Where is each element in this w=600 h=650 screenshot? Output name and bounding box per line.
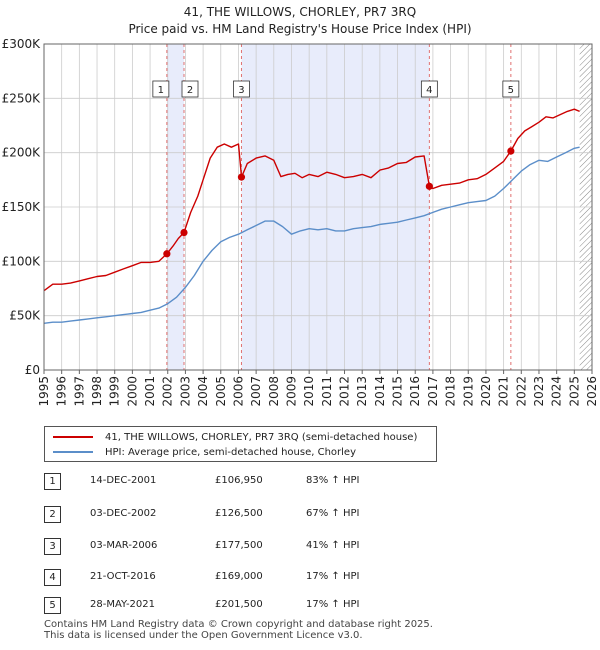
sale-price: £106,950 bbox=[215, 475, 263, 486]
x-tick-label: 2026 bbox=[585, 376, 599, 407]
sale-number-badge: 1 bbox=[44, 473, 61, 490]
sale-marker-label: 1 bbox=[158, 85, 164, 96]
x-tick-label: 2009 bbox=[284, 376, 298, 407]
title-line-2: Price paid vs. HM Land Registry's House … bbox=[128, 22, 472, 36]
x-tick-label: 2000 bbox=[125, 376, 139, 407]
sale-point bbox=[163, 250, 171, 258]
sale-marker-label: 3 bbox=[238, 85, 244, 96]
legend-label-hpi: HPI: Average price, semi-detached house,… bbox=[105, 446, 357, 458]
legend-item-hpi: HPI: Average price, semi-detached house,… bbox=[53, 445, 356, 459]
footer-copyright: Contains HM Land Registry data © Crown c… bbox=[44, 619, 433, 630]
sale-price: £201,500 bbox=[215, 599, 263, 610]
x-tick-label: 2008 bbox=[267, 376, 281, 407]
sale-point bbox=[507, 147, 515, 155]
sale-number-badge: 4 bbox=[44, 569, 61, 586]
sale-row: 4 21-OCT-2016 £169,000 17% ↑ HPI bbox=[44, 569, 384, 587]
y-tick-label: £50K bbox=[9, 309, 41, 323]
legend-item-price: 41, THE WILLOWS, CHORLEY, PR7 3RQ (semi-… bbox=[53, 430, 417, 444]
sale-row: 5 28-MAY-2021 £201,500 17% ↑ HPI bbox=[44, 597, 384, 615]
x-tick-label: 2025 bbox=[567, 376, 581, 407]
x-tick-label: 2004 bbox=[196, 376, 210, 407]
price-chart: 1 2 3 4 5 £0 £50K £100K £150K £200K £250K £300K 199… bbox=[2, 37, 599, 407]
x-tick-label: 1996 bbox=[55, 376, 69, 407]
sale-marker-box bbox=[152, 80, 170, 98]
y-tick-label: £200K bbox=[2, 146, 42, 160]
x-tick-label: 2010 bbox=[302, 376, 316, 407]
footer-licence: This data is licensed under the Open Gov… bbox=[44, 630, 363, 641]
sale-price: £126,500 bbox=[215, 508, 263, 519]
sale-marker-box bbox=[181, 80, 199, 98]
sale-hpi-change: 67% ↑ HPI bbox=[306, 508, 360, 519]
x-tick-label: 2021 bbox=[497, 376, 511, 407]
x-tick-label: 2024 bbox=[550, 376, 564, 407]
x-tick-label: 2002 bbox=[161, 376, 175, 407]
sale-marker-box bbox=[420, 80, 438, 98]
x-tick-label: 1995 bbox=[37, 376, 51, 407]
x-tick-label: 2001 bbox=[143, 376, 157, 407]
sale-date: 14-DEC-2001 bbox=[90, 475, 157, 486]
hpi-line bbox=[43, 146, 580, 324]
sale-point bbox=[180, 228, 188, 237]
x-tick-label: 2007 bbox=[249, 376, 263, 407]
x-tick-label: 2013 bbox=[355, 376, 369, 407]
chart-title: 41, THE WILLOWS, CHORLEY, PR7 3RQ Price … bbox=[0, 4, 600, 38]
x-tick-label: 2015 bbox=[391, 376, 405, 407]
x-tick-label: 2017 bbox=[426, 376, 440, 407]
x-tick-label: 1998 bbox=[90, 376, 104, 407]
legend-swatch-hpi bbox=[53, 451, 93, 453]
sale-hpi-change: 83% ↑ HPI bbox=[306, 475, 360, 486]
y-tick-label: £300K bbox=[2, 37, 42, 51]
title-line-1: 41, THE WILLOWS, CHORLEY, PR7 3RQ bbox=[183, 5, 417, 19]
sale-row: 2 03-DEC-2002 £126,500 67% ↑ HPI bbox=[44, 506, 384, 524]
sale-number-badge: 5 bbox=[44, 597, 61, 614]
sale-date: 03-MAR-2006 bbox=[90, 540, 158, 551]
x-tick-label: 2014 bbox=[373, 376, 387, 407]
footer: Contains HM Land Registry data © Crown c… bbox=[44, 619, 433, 641]
x-tick-label: 2022 bbox=[514, 376, 528, 407]
x-tick-label: 2003 bbox=[178, 376, 192, 407]
sale-point bbox=[425, 182, 433, 190]
sale-date: 21-OCT-2016 bbox=[90, 571, 156, 582]
plot-frame bbox=[43, 43, 593, 371]
sale-point bbox=[237, 173, 246, 181]
sale-marker-label: 5 bbox=[508, 85, 514, 96]
sale-marker-box bbox=[233, 80, 250, 98]
x-tick-label: 1997 bbox=[72, 376, 86, 407]
x-tick-label: 2005 bbox=[214, 376, 228, 407]
y-tick-label: £250K bbox=[2, 91, 42, 105]
y-tick-label: £0 bbox=[25, 363, 40, 377]
price-paid-line bbox=[43, 108, 580, 292]
legend-swatch-price bbox=[53, 436, 93, 438]
sale-hpi-change: 41% ↑ HPI bbox=[306, 540, 360, 551]
y-tick-label: £150K bbox=[2, 200, 42, 214]
x-tick-label: 2012 bbox=[338, 376, 352, 407]
sale-marker-box bbox=[502, 80, 520, 98]
sale-date: 03-DEC-2002 bbox=[90, 508, 157, 519]
x-tick-label: 2020 bbox=[479, 376, 493, 407]
sale-hpi-change: 17% ↑ HPI bbox=[306, 571, 360, 582]
y-tick-label: £100K bbox=[2, 254, 42, 268]
sale-price: £169,000 bbox=[215, 571, 263, 582]
sale-marker-label: 4 bbox=[426, 85, 432, 96]
x-tick-label: 1999 bbox=[108, 376, 122, 407]
x-tick-label: 2006 bbox=[231, 376, 245, 407]
sale-marker-label: 2 bbox=[187, 85, 193, 96]
x-tick-label: 2016 bbox=[408, 376, 422, 407]
sale-date: 28-MAY-2021 bbox=[90, 599, 156, 610]
x-tick-label: 2019 bbox=[461, 376, 475, 407]
x-tick-label: 2011 bbox=[320, 376, 334, 407]
sale-row: 1 14-DEC-2001 £106,950 83% ↑ HPI bbox=[44, 473, 384, 491]
x-tick-label: 2023 bbox=[532, 376, 546, 407]
legend-label-price: 41, THE WILLOWS, CHORLEY, PR7 3RQ (semi-… bbox=[105, 431, 418, 443]
sale-hpi-change: 17% ↑ HPI bbox=[306, 599, 360, 610]
sale-row: 3 03-MAR-2006 £177,500 41% ↑ HPI bbox=[44, 538, 384, 556]
chart-legend: 41, THE WILLOWS, CHORLEY, PR7 3RQ (semi-… bbox=[44, 426, 437, 462]
sale-price: £177,500 bbox=[215, 540, 263, 551]
x-tick-label: 2018 bbox=[444, 376, 458, 407]
sale-number-badge: 3 bbox=[44, 538, 61, 555]
sale-number-badge: 2 bbox=[44, 506, 61, 523]
